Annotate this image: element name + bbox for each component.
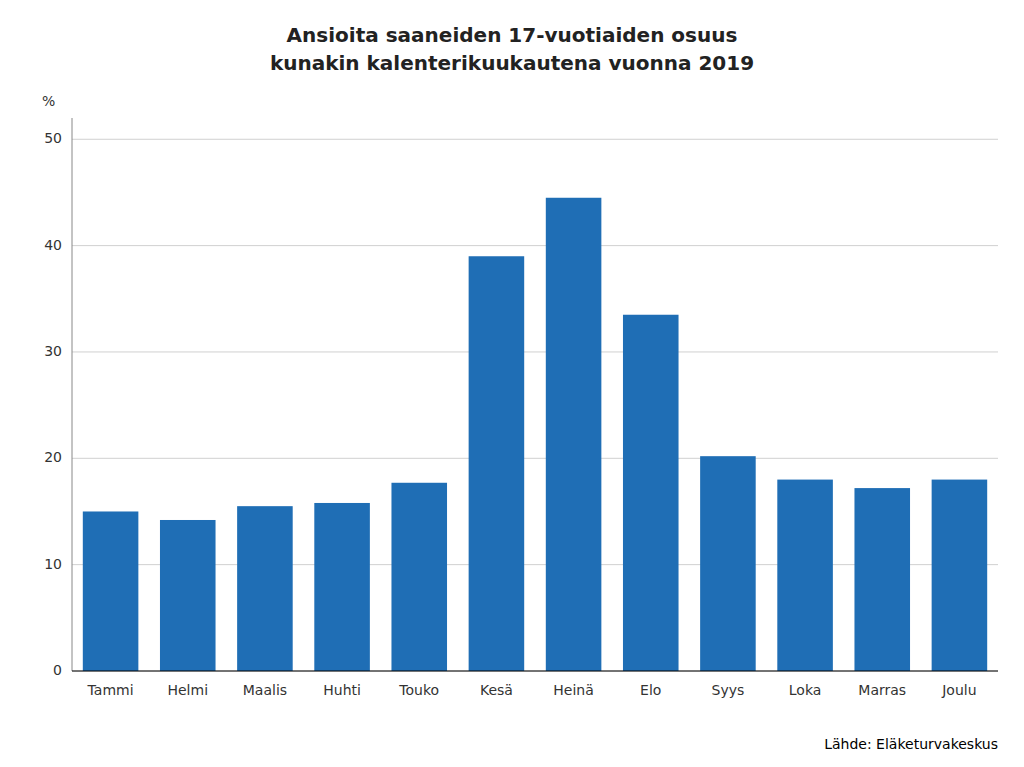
grid xyxy=(72,139,998,671)
y-tick-label: 0 xyxy=(53,662,62,678)
x-tick-label: Helmi xyxy=(167,682,208,698)
bar xyxy=(546,198,602,671)
bar xyxy=(854,488,910,671)
y-tick-label: 50 xyxy=(44,130,62,146)
x-tick-label: Heinä xyxy=(553,682,593,698)
bar xyxy=(777,480,833,671)
y-axis-line xyxy=(72,118,73,671)
x-tick-label: Touko xyxy=(398,682,439,698)
bar xyxy=(932,480,988,671)
title: Ansioita saaneiden 17-vuotiaiden osuus ku… xyxy=(270,23,754,75)
y-tick-label: 40 xyxy=(44,237,62,253)
bar xyxy=(160,520,216,671)
x-tick-label: Maalis xyxy=(243,682,287,698)
x-tick-label: Joulu xyxy=(941,682,976,698)
bar xyxy=(700,456,756,671)
bar xyxy=(237,506,293,671)
chart-svg: Ansioita saaneiden 17-vuotiaiden osuus ku… xyxy=(0,0,1024,767)
y-axis-label: % xyxy=(42,93,55,109)
x-tick-label: Loka xyxy=(789,682,822,698)
bar xyxy=(623,315,679,671)
chart-container: Ansioita saaneiden 17-vuotiaiden osuus ku… xyxy=(0,0,1024,767)
bar xyxy=(314,503,370,671)
bars xyxy=(83,198,987,671)
grid-line xyxy=(72,458,998,459)
bar xyxy=(83,511,139,671)
x-axis-line xyxy=(72,671,998,672)
y-tick-label: 30 xyxy=(44,343,62,359)
x-tick-label: Huhti xyxy=(323,682,361,698)
x-tick-label: Kesä xyxy=(480,682,513,698)
y-tick-label: 10 xyxy=(44,556,62,572)
y-tick-labels: 0 10 20 30 40 50 xyxy=(44,130,62,678)
x-tick-labels: Tammi Helmi Maalis Huhti Touko Kesä Heinä Elo Sy… xyxy=(87,682,977,698)
x-tick-label: Tammi xyxy=(87,682,134,698)
x-tick-label: Marras xyxy=(858,682,906,698)
title-line: kunakin kalenterikuukautena vuonna 2019 xyxy=(270,51,754,75)
grid-line xyxy=(72,139,998,140)
title-line: Ansioita saaneiden 17-vuotiaiden osuus xyxy=(287,23,738,47)
x-tick-label: Syys xyxy=(712,682,745,698)
bar xyxy=(469,256,525,671)
background xyxy=(0,0,1024,767)
grid-line xyxy=(72,245,998,246)
bar xyxy=(391,483,447,671)
grid-line xyxy=(72,671,998,672)
x-tick-label: Elo xyxy=(640,682,661,698)
grid-line xyxy=(72,351,998,352)
source: Lähde: Eläketurvakeskus xyxy=(824,736,998,752)
y-tick-label: 20 xyxy=(44,449,62,465)
